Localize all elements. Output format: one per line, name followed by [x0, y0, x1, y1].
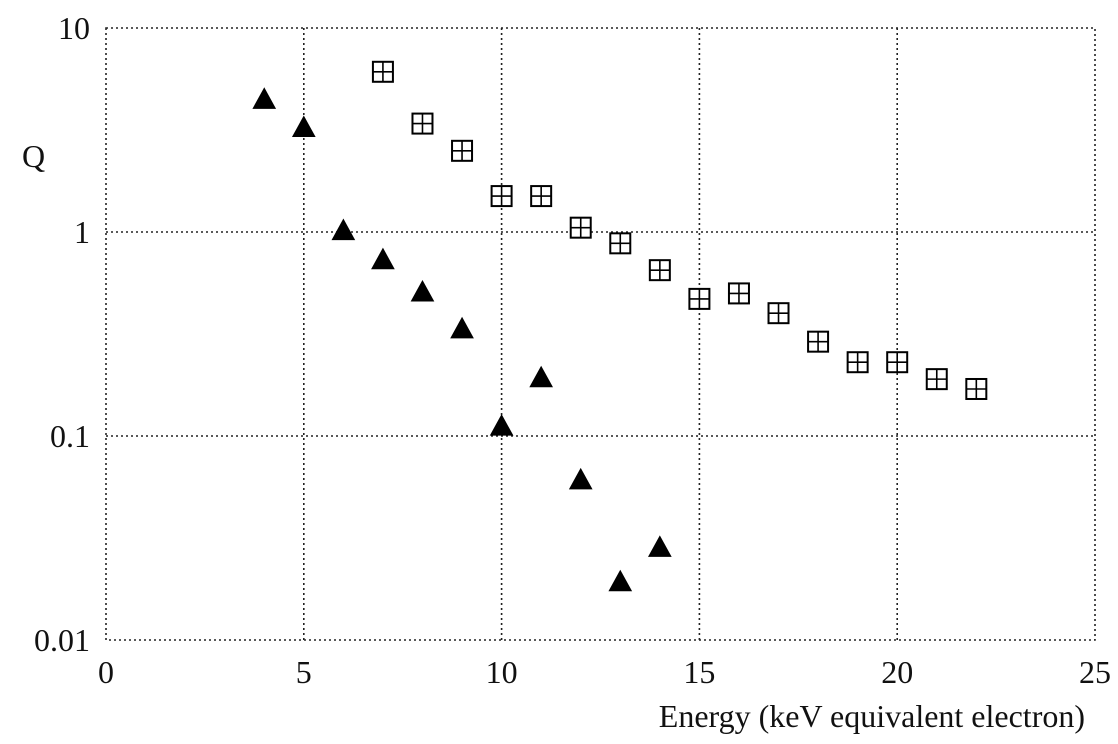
triangle-marker — [371, 247, 395, 270]
square-cross-marker — [688, 287, 711, 310]
triangle-marker — [410, 279, 435, 302]
triangle-marker — [529, 365, 554, 388]
y-axis-label: Q — [22, 138, 45, 174]
y-tick-label: 0.1 — [50, 418, 90, 454]
x-tick-label: 0 — [98, 654, 114, 690]
x-tick-label: 20 — [881, 654, 913, 690]
x-tick-label: 15 — [683, 654, 715, 690]
square-cross-marker — [530, 185, 553, 208]
square-cross-marker — [451, 139, 474, 162]
data-points — [252, 60, 988, 592]
triangle-marker — [291, 115, 316, 138]
triangle-marker — [489, 414, 514, 436]
square-cross-marker — [925, 368, 948, 391]
x-tick-label: 5 — [296, 654, 312, 690]
square-cross-marker — [609, 232, 632, 255]
square-cross-marker — [371, 60, 394, 83]
square-cross-marker — [965, 377, 988, 400]
square-cross-marker — [767, 302, 790, 325]
square-cross-marker — [411, 112, 434, 135]
square-cross-marker — [807, 330, 830, 353]
square-cross-marker — [886, 351, 909, 374]
y-tick-label: 1 — [74, 214, 90, 250]
triangle-marker — [647, 535, 672, 557]
y-tick-label: 0.01 — [34, 622, 90, 658]
x-tick-label: 10 — [486, 654, 518, 690]
square-cross-marker — [846, 351, 869, 374]
x-tick-label: 25 — [1079, 654, 1111, 690]
x-tick-labels: 0 5 10 15 20 25 — [98, 654, 1111, 690]
square-cross-marker — [569, 216, 592, 239]
square-cross-marker — [490, 185, 513, 208]
triangle-marker — [608, 569, 633, 592]
plot-frame — [105, 27, 1096, 641]
triangle-marker — [568, 467, 593, 490]
triangle-marker — [252, 87, 277, 109]
square-cross-marker — [727, 282, 750, 305]
triangle-marker — [450, 316, 474, 339]
x-axis-label: Energy (keV equivalent electron) — [659, 698, 1085, 734]
grid — [106, 28, 1095, 640]
square-cross-marker — [648, 259, 671, 282]
y-tick-labels: 0.01 0.1 1 10 — [34, 10, 90, 658]
triangle-marker — [331, 218, 356, 241]
y-tick-label: 10 — [58, 10, 90, 46]
